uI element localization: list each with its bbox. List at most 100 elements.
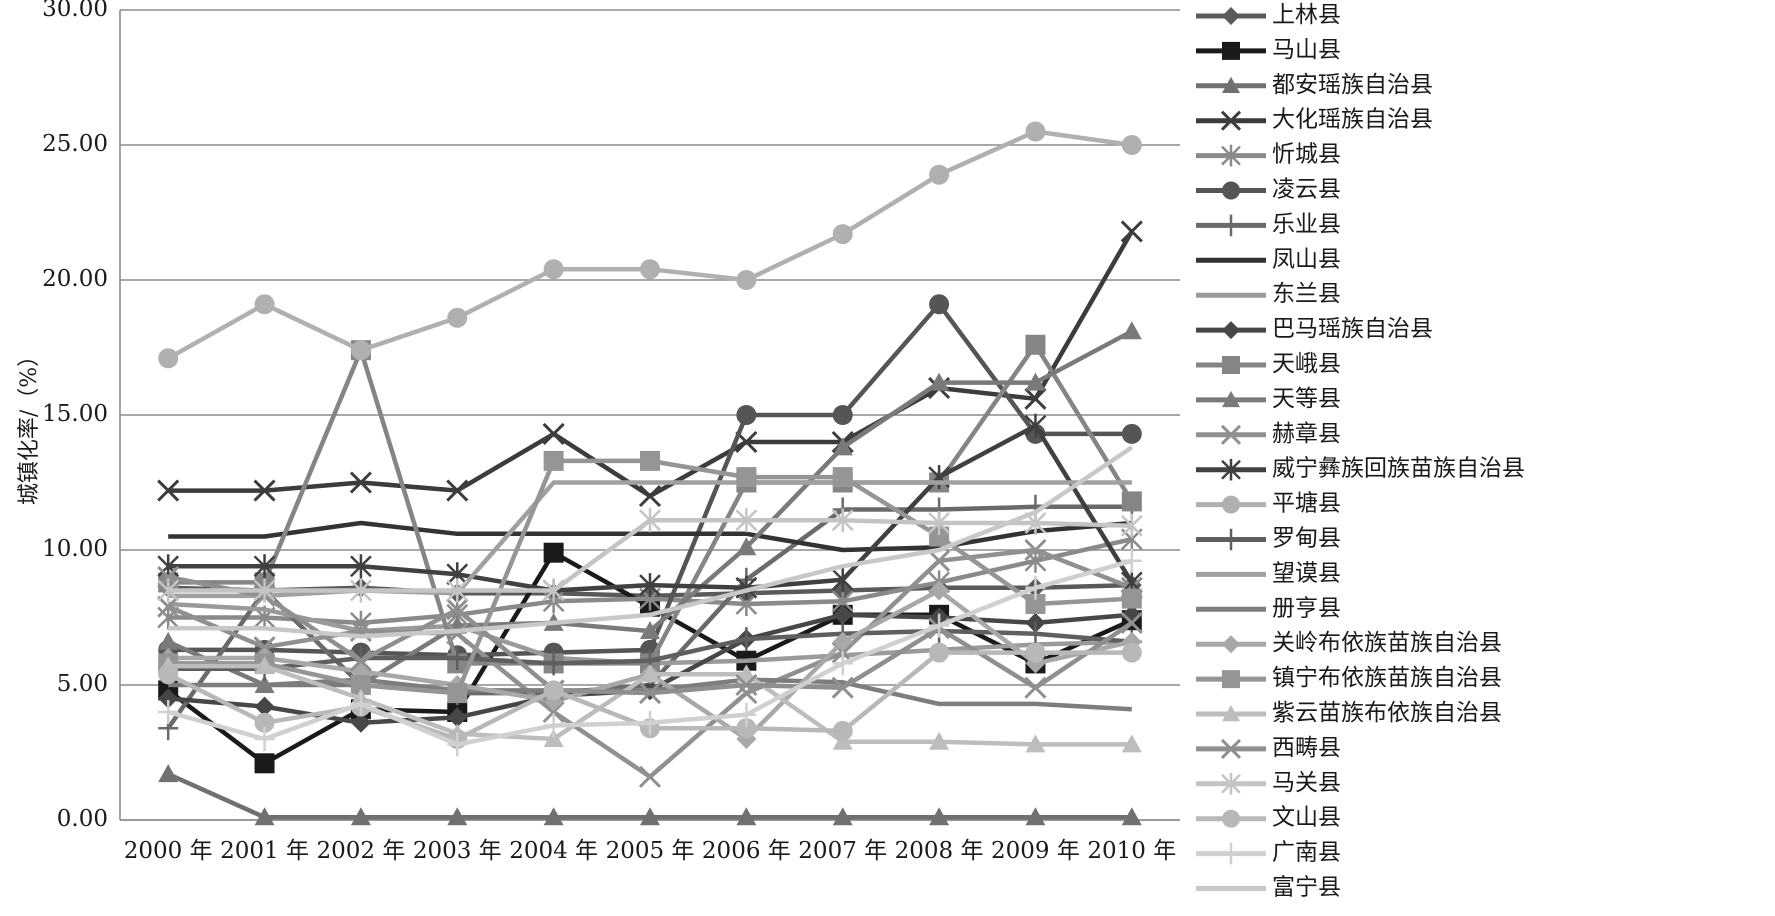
series-line — [167, 129, 1133, 361]
data-point — [350, 554, 372, 579]
data-point — [640, 807, 660, 826]
data-point — [735, 673, 758, 697]
series-line — [168, 520, 1133, 553]
data-point — [1121, 588, 1142, 609]
series-8 — [168, 520, 1133, 553]
data-point — [929, 294, 950, 315]
data-point — [158, 664, 179, 685]
legend-item: 赫章县 — [1196, 421, 1341, 447]
data-point — [639, 508, 661, 533]
data-point — [929, 807, 950, 826]
legend-label: 望谟县 — [1272, 560, 1341, 586]
legend-swatch-marker — [1222, 809, 1240, 828]
data-point — [543, 807, 564, 826]
data-point — [640, 710, 660, 735]
legend-item: 威宁彝族回族苗族自治县 — [1196, 456, 1525, 482]
legend-label: 罗甸县 — [1272, 526, 1341, 552]
series-26 — [168, 445, 1134, 639]
legend-label: 马山县 — [1272, 37, 1341, 63]
data-point — [638, 484, 662, 508]
x-tick-label: 2002 年 — [316, 838, 405, 864]
legend-label: 威宁彝族回族苗族自治县 — [1272, 456, 1525, 482]
x-axis-ticks: 2000 年 2001 年 2002 年 2003 年 2004 年 2005 年 2006… — [124, 838, 1176, 864]
data-point — [1025, 621, 1046, 646]
legend-swatch-marker — [1221, 773, 1241, 795]
data-point — [929, 731, 950, 750]
data-point — [254, 696, 275, 717]
data-point — [736, 537, 757, 556]
legend-swatch-marker — [1222, 670, 1240, 689]
series-15 — [158, 121, 1142, 369]
data-point — [447, 807, 468, 826]
legend-swatch-marker — [1222, 41, 1240, 60]
series-23 — [157, 508, 1143, 603]
series-18 — [168, 677, 1132, 712]
data-point — [1120, 611, 1143, 634]
data-point — [157, 479, 180, 502]
legend-swatch-marker — [1222, 76, 1240, 93]
data-point — [254, 807, 275, 826]
y-axis-ticks: 0.00 5.00 10.00 15.00 20.00 25.00 30.00 — [42, 0, 108, 832]
data-point — [543, 450, 564, 471]
legend-label: 上林县 — [1272, 2, 1341, 28]
data-point — [446, 598, 469, 621]
y-tick-label: 15.00 — [42, 401, 108, 427]
legend-swatch-marker — [1222, 181, 1240, 200]
legend-label: 忻城县 — [1272, 142, 1341, 168]
data-point — [638, 682, 662, 705]
data-point — [1121, 135, 1142, 155]
data-point — [929, 580, 950, 601]
data-point — [929, 642, 950, 663]
data-point — [736, 718, 757, 739]
x-tick-label: 2003 年 — [413, 838, 502, 864]
legend-item: 册亨县 — [1196, 595, 1341, 621]
data-point — [832, 631, 853, 652]
data-point — [350, 340, 371, 361]
legend: 上林县马山县都安瑶族自治县大化瑶族自治县忻城县凌云县乐业县凤山县东兰县巴马瑶族自… — [1196, 2, 1525, 901]
data-point — [253, 578, 276, 603]
data-point — [640, 621, 660, 639]
data-point — [736, 270, 757, 290]
data-point — [350, 675, 371, 695]
data-point — [543, 259, 564, 280]
data-point — [349, 471, 372, 494]
data-point — [736, 627, 757, 652]
data-point — [832, 467, 853, 488]
legend-swatch-marker — [1220, 110, 1242, 131]
data-point — [1025, 594, 1046, 614]
legend-label: 西畴县 — [1272, 735, 1341, 761]
y-tick-label: 25.00 — [42, 131, 108, 157]
data-point — [158, 700, 179, 724]
data-point — [157, 578, 180, 603]
data-point — [447, 707, 468, 728]
legend-label: 文山县 — [1272, 805, 1341, 831]
data-point — [158, 764, 179, 783]
legend-item: 巴马瑶族自治县 — [1196, 316, 1433, 342]
y-tick-label: 20.00 — [42, 266, 108, 292]
legend-label: 天峨县 — [1272, 351, 1341, 377]
data-point — [254, 712, 275, 733]
legend-label: 广南县 — [1272, 840, 1341, 866]
legend-item: 广南县 — [1196, 840, 1341, 866]
y-tick-label: 30.00 — [42, 0, 108, 22]
legend-swatch-marker — [1222, 635, 1240, 654]
data-point — [543, 729, 564, 747]
data-point — [1025, 334, 1046, 355]
legend-label: 大化瑶族自治县 — [1272, 107, 1433, 133]
y-axis-label: 城镇化率/（%） — [17, 345, 42, 505]
data-point — [1120, 220, 1143, 243]
data-point — [542, 700, 565, 724]
legend-item: 望谟县 — [1196, 560, 1341, 586]
data-point — [446, 479, 469, 502]
legend-swatch-marker — [1222, 356, 1240, 374]
legend-label: 册亨县 — [1272, 595, 1341, 621]
data-point — [736, 664, 757, 683]
data-point — [1121, 642, 1142, 663]
data-point — [1121, 491, 1142, 512]
legend-item: 凌云县 — [1196, 177, 1341, 203]
legend-item: 大化瑶族自治县 — [1196, 107, 1433, 133]
legend-swatch-marker — [1222, 705, 1240, 722]
data-point — [735, 508, 758, 533]
data-point — [929, 372, 950, 391]
data-point — [1121, 548, 1142, 573]
